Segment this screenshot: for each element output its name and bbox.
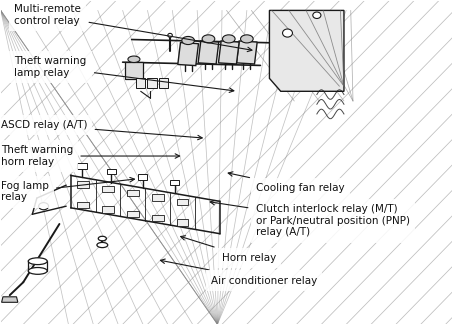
Text: Multi-remote
control relay: Multi-remote control relay <box>14 5 252 52</box>
Bar <box>136 78 145 88</box>
Bar <box>170 180 179 185</box>
Bar <box>127 211 138 217</box>
Text: ASCD relay (A/T): ASCD relay (A/T) <box>1 120 202 140</box>
Bar <box>177 199 188 205</box>
Polygon shape <box>178 43 198 66</box>
Text: Clutch interlock relay (M/T)
or Park/neutral position (PNP)
relay (A/T): Clutch interlock relay (M/T) or Park/neu… <box>210 201 410 237</box>
Ellipse shape <box>168 33 173 37</box>
Polygon shape <box>2 297 18 302</box>
Text: Horn relay: Horn relay <box>181 236 276 263</box>
Bar <box>148 78 157 88</box>
Ellipse shape <box>241 35 253 43</box>
Polygon shape <box>269 10 344 91</box>
Ellipse shape <box>98 236 106 241</box>
Ellipse shape <box>28 258 47 265</box>
Ellipse shape <box>28 267 47 274</box>
Polygon shape <box>125 62 143 79</box>
Polygon shape <box>237 41 257 64</box>
Bar <box>159 78 168 88</box>
Text: Theft warning
horn relay: Theft warning horn relay <box>1 145 180 167</box>
Text: Cooling fan relay: Cooling fan relay <box>228 172 345 193</box>
Ellipse shape <box>39 202 49 210</box>
Bar <box>77 181 89 188</box>
Polygon shape <box>198 41 219 64</box>
Text: Fog lamp
relay: Fog lamp relay <box>1 177 134 202</box>
Polygon shape <box>82 27 308 146</box>
Bar <box>127 190 138 196</box>
Ellipse shape <box>313 12 321 19</box>
Bar <box>102 206 114 213</box>
Polygon shape <box>23 162 240 308</box>
Bar <box>77 202 89 208</box>
Text: Theft warning
lamp relay: Theft warning lamp relay <box>14 56 234 92</box>
Bar <box>78 163 87 169</box>
Bar <box>152 194 163 201</box>
Bar <box>107 169 116 175</box>
Text: Air conditioner relay: Air conditioner relay <box>160 259 317 286</box>
Ellipse shape <box>222 35 235 43</box>
Bar <box>177 219 188 226</box>
Ellipse shape <box>182 36 194 45</box>
Polygon shape <box>218 41 239 64</box>
Bar <box>152 215 163 221</box>
Bar <box>102 186 114 192</box>
Ellipse shape <box>282 29 292 37</box>
Ellipse shape <box>202 35 215 43</box>
Bar <box>138 174 148 180</box>
Ellipse shape <box>128 56 140 62</box>
Ellipse shape <box>97 242 108 248</box>
